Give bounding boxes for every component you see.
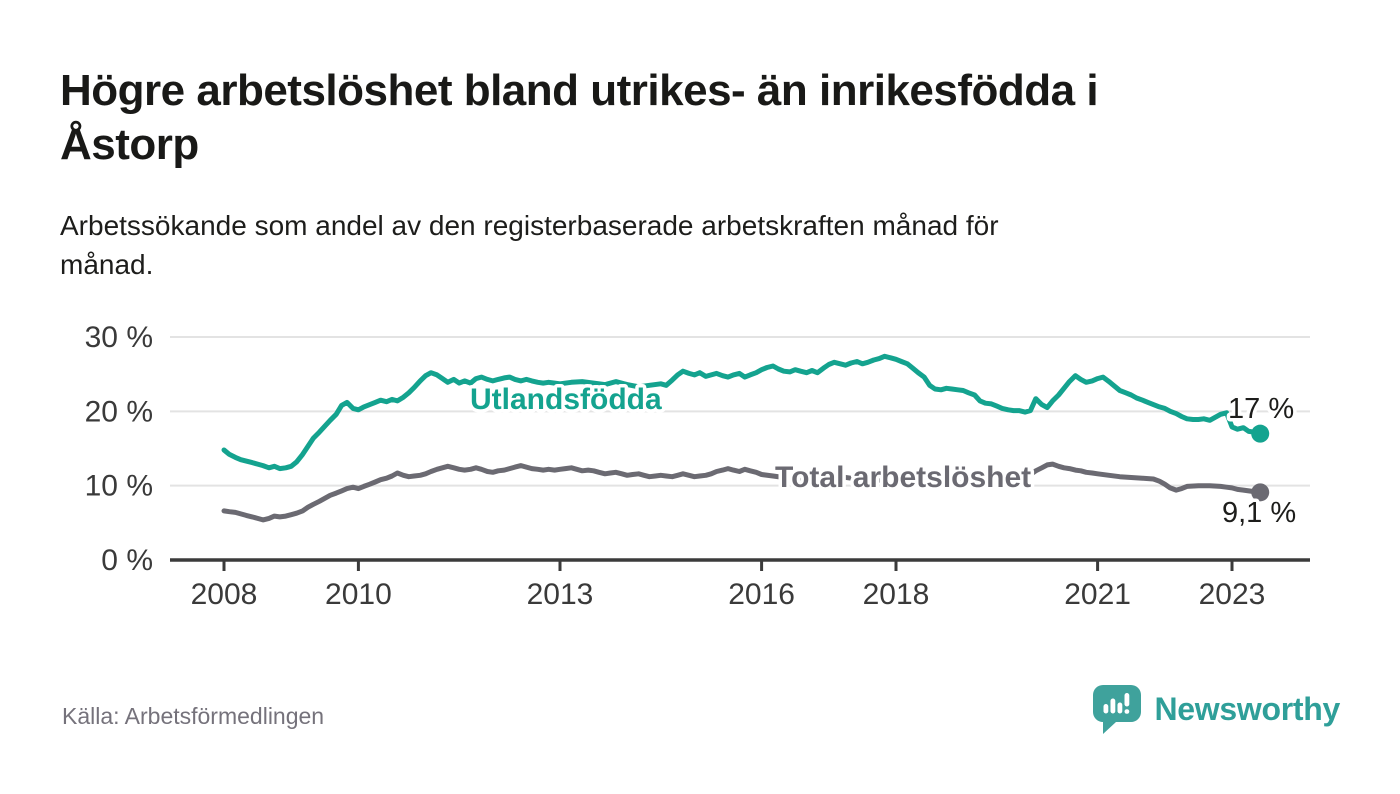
- series-label-total-arbetsloshet: Total arbetslöshet: [775, 461, 1031, 494]
- series-end-dot-utlandsfodda: [1251, 424, 1270, 443]
- x-tick-label-2013: 2013: [527, 578, 594, 611]
- chart-subtitle: Arbetssökande som andel av den registerb…: [60, 206, 1350, 284]
- series-line-total-arbetsloshet: [221, 461, 1263, 523]
- x-tick-label-2016: 2016: [728, 578, 795, 611]
- x-tick-label-2023: 2023: [1199, 578, 1266, 611]
- x-tick-label-2021: 2021: [1064, 578, 1131, 611]
- exclamation-dot-icon: [1124, 709, 1129, 714]
- x-tick-label-2018: 2018: [863, 578, 930, 611]
- series-label-utlandsfodda: Utlandsfödda: [470, 383, 662, 416]
- x-tick-label-2010: 2010: [325, 578, 392, 611]
- brand-logo: Newsworthy: [1092, 684, 1341, 735]
- gridline-layer: [170, 336, 1310, 487]
- y-tick-label-0: 0 %: [101, 544, 153, 577]
- annotation-layer: Utlandsfödda Total arbetslöshet 17 % 9,1…: [467, 380, 1300, 533]
- chart-subtitle-line-1: Arbetssökande som andel av den registerb…: [60, 210, 999, 241]
- end-value-label-utlandsfodda: 17 %: [1228, 393, 1294, 425]
- newsworthy-logo-icon: [1092, 685, 1141, 734]
- y-tick-label-10: 10 %: [85, 470, 153, 503]
- chart-subtitle-line-2: månad.: [60, 249, 154, 280]
- page-title: Högre arbetslöshet bland utrikes- än inr…: [60, 64, 1350, 172]
- y-tick-label-20: 20 %: [85, 395, 153, 428]
- series-line-utlandsfodda: [221, 353, 1263, 472]
- bar-icon-3: [1117, 702, 1122, 714]
- source-credit: Källa: Arbetsförmedlingen: [62, 703, 325, 729]
- x-tick-label-2008: 2008: [191, 578, 258, 611]
- page-title-line-1: Högre arbetslöshet bland utrikes- än inr…: [60, 66, 1099, 115]
- end-value-label-total: 9,1 %: [1222, 497, 1296, 529]
- y-tick-label-30: 30 %: [85, 321, 153, 354]
- series-end-dot-total-arbetsloshet: [1251, 483, 1270, 502]
- bar-icon-2: [1110, 698, 1115, 714]
- bar-icon-1: [1103, 704, 1108, 714]
- speech-bubble-shape: [1092, 685, 1141, 734]
- axis-layer: 0 % 10 % 20 % 30 % 2008 2010 2013 2016 2018 2021 2…: [85, 321, 1310, 611]
- brand-name: Newsworthy: [1154, 691, 1341, 727]
- page-title-line-2: Åstorp: [60, 120, 199, 169]
- exclamation-bar-icon: [1124, 693, 1129, 707]
- series-layer: [221, 353, 1270, 523]
